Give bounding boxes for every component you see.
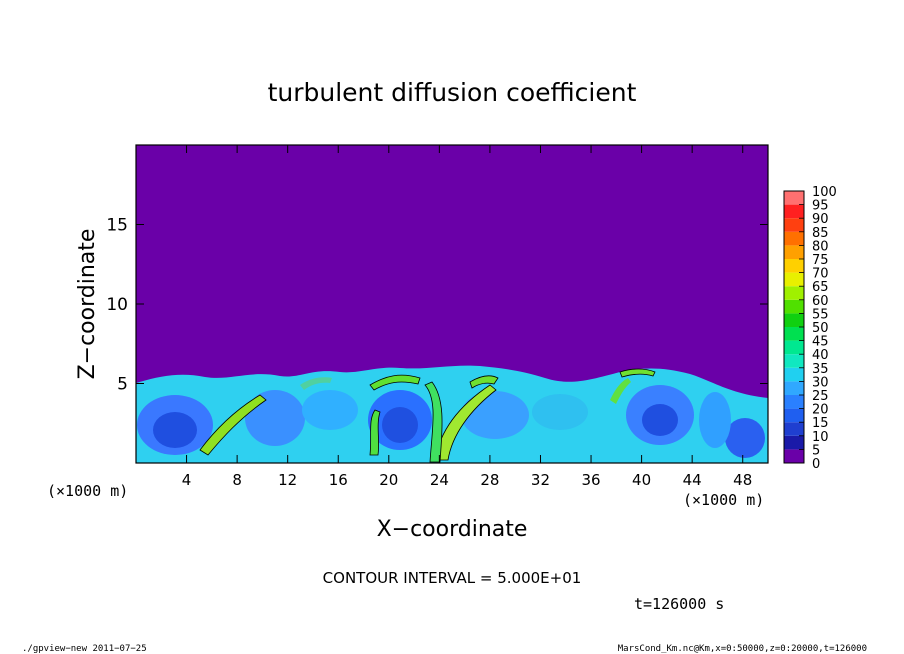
colorbar-label: 60 bbox=[812, 294, 829, 309]
colorbar-label: 0 bbox=[812, 457, 820, 472]
footer-right: MarsCond_Km.nc@Km,x=0:50000,z=0:20000,t=… bbox=[618, 644, 867, 654]
x-tick-label: 16 bbox=[329, 471, 348, 489]
colorbar-swatch bbox=[784, 204, 804, 219]
y-axis-label: Z−coordinate bbox=[75, 229, 100, 380]
x-tick-label: 24 bbox=[430, 471, 449, 489]
colorbar-label: 90 bbox=[812, 212, 829, 227]
colorbar-swatch bbox=[784, 327, 804, 341]
colorbar-label: 25 bbox=[812, 389, 829, 404]
turbulent-layer bbox=[136, 365, 768, 463]
x-axis-unit-right: (×1000 m) bbox=[683, 491, 764, 509]
x-tick-label: 12 bbox=[278, 471, 297, 489]
colorbar-swatch bbox=[784, 231, 804, 246]
colorbar-swatch bbox=[784, 299, 804, 314]
plume bbox=[434, 384, 497, 461]
colorbar-swatch bbox=[784, 449, 804, 463]
footer-left: ./gpview−new 2011−07−25 bbox=[22, 644, 147, 654]
colorbar-swatch bbox=[784, 422, 804, 436]
colorbar-label: 5 bbox=[812, 443, 820, 458]
colorbar-swatch bbox=[784, 381, 804, 395]
colorbar-swatch bbox=[784, 313, 804, 327]
colorbar-label: 70 bbox=[812, 267, 829, 282]
colorbar-label: 40 bbox=[812, 348, 829, 363]
colorbar-label: 80 bbox=[812, 239, 829, 254]
plume bbox=[469, 375, 499, 389]
colorbar: 0510152025303540455055606570758085909510… bbox=[783, 185, 837, 472]
eddy bbox=[642, 404, 678, 436]
colorbar-swatch bbox=[784, 354, 804, 368]
x-axis-unit-left: (×1000 m) bbox=[47, 482, 128, 500]
contour-interval: CONTOUR INTERVAL = 5.000E+01 bbox=[323, 569, 582, 587]
colorbar-swatch bbox=[784, 395, 804, 409]
colorbar-swatch bbox=[784, 218, 804, 232]
x-tick-label: 36 bbox=[581, 471, 600, 489]
x-tick-label: 20 bbox=[379, 471, 398, 489]
colorbar-label: 75 bbox=[812, 253, 829, 268]
colorbar-swatch bbox=[784, 408, 804, 423]
colorbar-label: 100 bbox=[812, 185, 837, 200]
x-tick-label: 40 bbox=[632, 471, 651, 489]
eddy bbox=[532, 394, 588, 430]
x-tick-label: 48 bbox=[733, 471, 752, 489]
chart-title: turbulent diffusion coefficient bbox=[268, 78, 637, 107]
colorbar-label: 35 bbox=[812, 362, 829, 377]
x-axis-label: X−coordinate bbox=[377, 517, 528, 542]
y-ticks: 5 10 15 bbox=[106, 216, 768, 395]
x-tick-label: 44 bbox=[683, 471, 702, 489]
colorbar-label: 50 bbox=[812, 321, 829, 336]
time-label: t=126000 s bbox=[634, 595, 724, 613]
eddy bbox=[382, 407, 418, 443]
colorbar-swatch bbox=[784, 272, 804, 287]
x-tick-label: 4 bbox=[182, 471, 192, 489]
x-tick-label: 32 bbox=[531, 471, 550, 489]
colorbar-swatch bbox=[784, 435, 804, 450]
colorbar-swatch bbox=[784, 245, 804, 259]
y-tick-label: 15 bbox=[106, 216, 128, 236]
eddy bbox=[302, 390, 358, 430]
x-ticks: 4 8 12 16 20 24 28 32 36 40 44 48 bbox=[182, 145, 752, 489]
colorbar-swatch bbox=[784, 259, 804, 273]
colorbar-label: 15 bbox=[812, 416, 829, 431]
plume bbox=[300, 377, 332, 390]
eddy bbox=[461, 391, 529, 439]
eddy bbox=[725, 418, 765, 458]
eddy bbox=[153, 412, 197, 448]
y-tick-label: 5 bbox=[117, 375, 128, 395]
colorbar-label: 85 bbox=[812, 226, 829, 241]
colorbar-label: 65 bbox=[812, 280, 829, 295]
plume bbox=[619, 368, 656, 378]
colorbar-swatch bbox=[784, 191, 804, 205]
plume bbox=[610, 378, 631, 404]
plume bbox=[369, 374, 421, 391]
colorbar-label: 95 bbox=[812, 199, 829, 214]
colorbar-label: 30 bbox=[812, 375, 829, 390]
x-tick-label: 28 bbox=[480, 471, 499, 489]
colorbar-label: 55 bbox=[812, 307, 829, 322]
plume bbox=[424, 381, 443, 463]
colorbar-label: 45 bbox=[812, 335, 829, 350]
colorbar-swatch bbox=[784, 340, 804, 355]
y-tick-label: 10 bbox=[106, 295, 128, 315]
x-tick-label: 8 bbox=[232, 471, 242, 489]
plume bbox=[199, 394, 267, 456]
plume bbox=[369, 409, 381, 456]
colorbar-swatch bbox=[784, 286, 804, 300]
colorbar-label: 20 bbox=[812, 403, 829, 418]
colorbar-swatch bbox=[784, 367, 804, 382]
colorbar-label: 10 bbox=[812, 430, 829, 445]
eddy bbox=[699, 392, 731, 448]
